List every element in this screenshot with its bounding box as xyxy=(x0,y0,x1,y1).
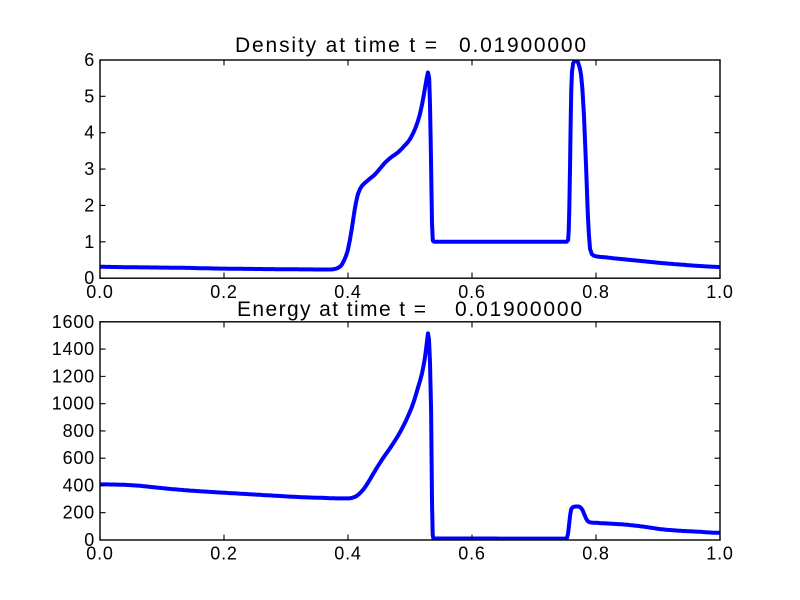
svg-text:0.2: 0.2 xyxy=(210,544,237,564)
svg-text:400: 400 xyxy=(63,476,95,496)
svg-text:1000: 1000 xyxy=(52,394,95,414)
svg-text:0.2: 0.2 xyxy=(210,282,237,302)
svg-text:4: 4 xyxy=(84,123,95,143)
svg-text:600: 600 xyxy=(63,448,95,468)
svg-text:1400: 1400 xyxy=(52,339,95,359)
svg-text:0.6: 0.6 xyxy=(458,282,485,302)
svg-text:1.0: 1.0 xyxy=(706,544,733,564)
svg-text:1200: 1200 xyxy=(52,366,95,386)
svg-text:0.01900000: 0.01900000 xyxy=(455,298,582,321)
svg-text:2: 2 xyxy=(84,196,95,216)
svg-text:1: 1 xyxy=(84,232,95,252)
svg-text:5: 5 xyxy=(84,86,95,106)
svg-text:0.8: 0.8 xyxy=(582,544,609,564)
svg-text:0.4: 0.4 xyxy=(334,544,361,564)
svg-text:800: 800 xyxy=(63,421,95,441)
svg-text:1600: 1600 xyxy=(52,312,95,332)
svg-text:0.4: 0.4 xyxy=(334,282,361,302)
svg-text:6: 6 xyxy=(84,50,95,70)
svg-text:200: 200 xyxy=(63,503,95,523)
svg-text:0.8: 0.8 xyxy=(582,282,609,302)
svg-text:3: 3 xyxy=(84,159,95,179)
svg-text:0.0: 0.0 xyxy=(86,282,113,302)
svg-text:Density at time t =: Density at time t = xyxy=(235,34,437,57)
svg-text:0.0: 0.0 xyxy=(86,544,113,564)
svg-text:1.0: 1.0 xyxy=(706,282,733,302)
svg-text:Energy at time t =: Energy at time t = xyxy=(237,298,426,321)
svg-text:0.01900000: 0.01900000 xyxy=(459,34,586,57)
svg-text:0: 0 xyxy=(84,268,95,288)
svg-text:0.6: 0.6 xyxy=(458,544,485,564)
svg-text:0: 0 xyxy=(84,530,95,550)
